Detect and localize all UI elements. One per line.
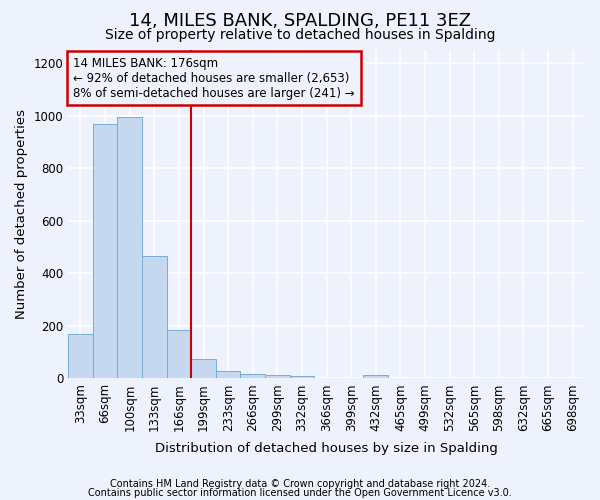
Bar xyxy=(191,358,216,378)
Bar xyxy=(68,334,93,378)
Bar xyxy=(118,117,142,378)
Bar xyxy=(241,374,265,378)
Bar xyxy=(93,124,118,378)
Bar xyxy=(364,376,388,378)
Text: 14, MILES BANK, SPALDING, PE11 3EZ: 14, MILES BANK, SPALDING, PE11 3EZ xyxy=(129,12,471,30)
Bar xyxy=(216,371,241,378)
Text: Contains HM Land Registry data © Crown copyright and database right 2024.: Contains HM Land Registry data © Crown c… xyxy=(110,479,490,489)
Text: Contains public sector information licensed under the Open Government Licence v3: Contains public sector information licen… xyxy=(88,488,512,498)
X-axis label: Distribution of detached houses by size in Spalding: Distribution of detached houses by size … xyxy=(155,442,498,455)
Text: 14 MILES BANK: 176sqm
← 92% of detached houses are smaller (2,653)
8% of semi-de: 14 MILES BANK: 176sqm ← 92% of detached … xyxy=(73,56,355,100)
Bar xyxy=(142,256,167,378)
Bar xyxy=(167,330,191,378)
Text: Size of property relative to detached houses in Spalding: Size of property relative to detached ho… xyxy=(105,28,495,42)
Y-axis label: Number of detached properties: Number of detached properties xyxy=(15,109,28,319)
Bar xyxy=(290,376,314,378)
Bar xyxy=(265,375,290,378)
